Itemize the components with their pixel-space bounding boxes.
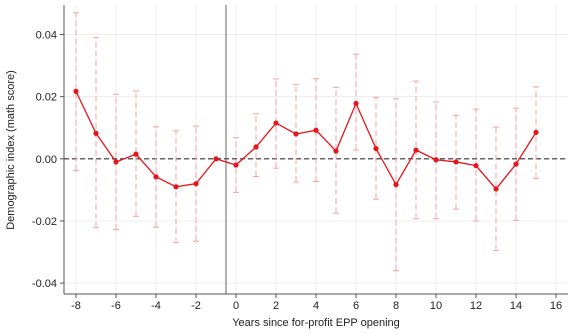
y-tick-label-0: -0.04 <box>32 278 57 290</box>
x-tick-label-0: -8 <box>71 300 81 312</box>
data-point-16 <box>393 182 399 188</box>
data-point-7 <box>213 156 219 162</box>
data-point-13 <box>333 148 339 154</box>
data-point-21 <box>493 186 499 192</box>
data-point-19 <box>453 159 459 165</box>
data-point-15 <box>373 145 379 152</box>
data-point-18 <box>433 157 439 163</box>
series-line-0 <box>75 91 537 190</box>
x-tick-label-12: 16 <box>550 300 562 312</box>
data-point-3 <box>133 151 139 157</box>
data-point-0 <box>73 88 79 94</box>
data-point-2 <box>113 159 119 165</box>
data-point-23 <box>533 129 539 136</box>
x-tick-label-3: -2 <box>191 300 201 312</box>
y-tick-label-2: 0.00 <box>36 154 57 166</box>
y-tick-label-4: 0.04 <box>36 30 57 42</box>
y-tick-label-3: 0.02 <box>36 92 57 104</box>
x-tick-label-6: 4 <box>313 300 319 312</box>
data-point-10 <box>273 120 279 126</box>
x-tick-label-5: 2 <box>273 300 279 312</box>
y-axis-title: Demographic index (math score) <box>5 70 17 230</box>
x-tick-label-9: 10 <box>430 300 442 312</box>
data-point-5 <box>173 184 179 190</box>
data-point-22 <box>513 161 519 167</box>
series-points <box>73 88 539 192</box>
x-tick-label-1: -6 <box>111 300 121 312</box>
x-tick-label-8: 8 <box>393 300 399 312</box>
x-tick-label-10: 12 <box>470 300 482 312</box>
confidence-intervals <box>73 12 539 272</box>
data-point-20 <box>473 163 479 169</box>
x-tick-label-11: 14 <box>510 300 522 312</box>
data-point-6 <box>193 181 199 187</box>
x-tick-label-4: 0 <box>233 300 239 312</box>
x-ticks: -8 -6 -4 -2 0 2 4 6 8 10 12 14 16 <box>71 294 562 312</box>
x-tick-label-7: 6 <box>353 300 359 312</box>
data-point-14 <box>353 100 359 107</box>
data-point-11 <box>293 131 299 137</box>
data-point-9 <box>253 144 259 150</box>
data-point-1 <box>93 130 99 136</box>
x-axis-title: Years since for-profit EPP opening <box>232 317 400 329</box>
x-tick-label-2: -4 <box>151 300 161 312</box>
data-point-8 <box>233 162 239 168</box>
data-point-12 <box>313 127 319 133</box>
y-tick-label-1: -0.02 <box>32 216 57 228</box>
data-point-17 <box>413 147 419 153</box>
y-ticks: -0.04 -0.02 0.00 0.02 0.04 <box>32 30 64 290</box>
series-line <box>75 91 537 190</box>
data-point-4 <box>153 174 159 180</box>
